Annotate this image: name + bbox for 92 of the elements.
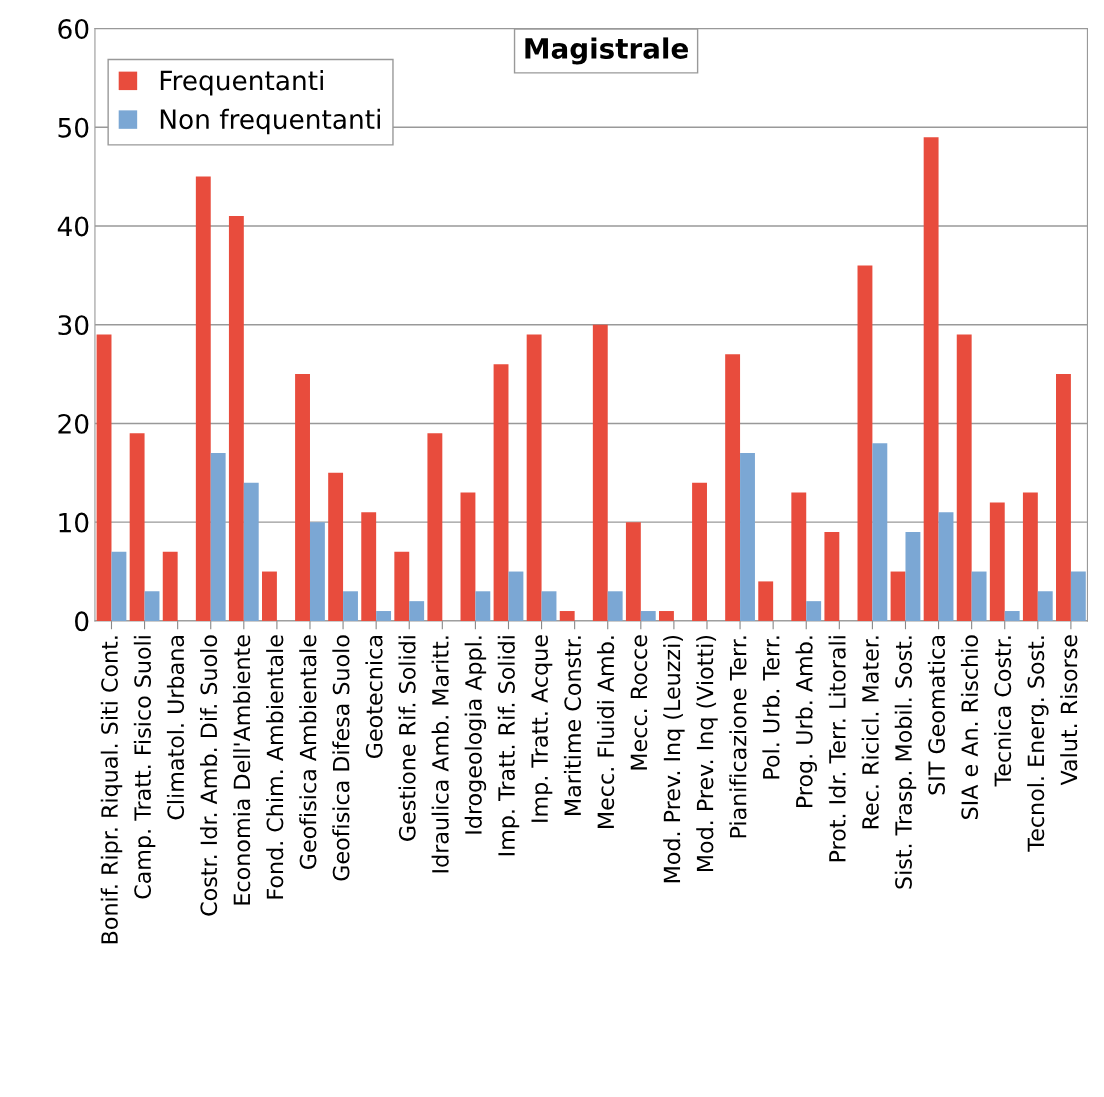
- x-tick-label: Idraulica Amb. Maritt.: [431, 636, 449, 873]
- bar: [228, 216, 244, 621]
- bar: [857, 265, 873, 621]
- bar: [607, 591, 623, 621]
- x-tick-label: Imp. Tratt. Acque: [531, 635, 553, 822]
- x-tick-label: Maritime Constr.: [563, 636, 582, 815]
- x-tick-label: Geotecnica: [365, 636, 383, 759]
- x-tick-label: Gestione Rif. Solidi: [398, 636, 416, 841]
- bar: [526, 334, 542, 621]
- bar: [144, 591, 160, 621]
- legend-label: Non frequentanti: [160, 108, 380, 135]
- bar: [890, 571, 906, 621]
- bar: [758, 581, 774, 621]
- y-tick-label: 10: [59, 512, 89, 533]
- x-tick-label: Prog. Urb. Amb.: [795, 636, 817, 808]
- x-tick-label: Tecnica Costr.: [993, 636, 1012, 787]
- x-tick-label: Fond. Chim. Ambientale: [266, 635, 284, 899]
- bar: [1004, 611, 1020, 621]
- bar: [343, 591, 358, 621]
- bar: [559, 611, 575, 621]
- x-tick-label: Tecnol. Energ. Sost.: [1027, 636, 1049, 852]
- bar: [1070, 571, 1086, 621]
- bar: [725, 354, 741, 621]
- y-tick-label: 30: [58, 315, 89, 336]
- bar: [460, 492, 476, 621]
- x-tick-label: Prot. Idr. Terr. Litorali: [828, 636, 846, 862]
- y-tick-label: 50: [58, 117, 89, 138]
- bar: [625, 522, 641, 621]
- y-tick-label: 20: [58, 413, 89, 434]
- x-tick-label: SIT Geomatica: [927, 636, 946, 795]
- bar: [938, 512, 954, 621]
- x-tick-label: Geofisica Ambientale: [299, 635, 317, 870]
- x-tick-label: Mecc. Rocce: [630, 635, 648, 770]
- bar: [195, 176, 211, 621]
- bar: [824, 532, 840, 621]
- x-tick-label: Imp. Tratt. Rif. Solidi: [497, 636, 520, 856]
- bar: [1022, 492, 1038, 621]
- bar: [956, 334, 972, 621]
- bar: [493, 364, 509, 621]
- x-tick-label: SIA e An. Rischio: [960, 635, 979, 819]
- x-tick-label: Climatol. Urbana: [166, 636, 185, 820]
- y-tick-label: 40: [57, 216, 89, 237]
- x-tick-label: Sist. Trasp. Mobil. Sost.: [894, 636, 917, 889]
- x-tick-label: Mecc. Fluidi Amb.: [596, 636, 615, 828]
- bar: [262, 571, 277, 621]
- bar: [394, 551, 410, 621]
- bar: [162, 551, 178, 621]
- bar: [659, 611, 674, 621]
- bar: [971, 571, 987, 621]
- bar: [806, 601, 822, 621]
- bar: [111, 551, 127, 621]
- x-tick-label: Pol. Urb. Terr.: [762, 636, 780, 779]
- bar: [905, 532, 921, 621]
- x-tick-label: Mod. Prev. Inq (Leuzzi): [663, 636, 685, 883]
- bar: [640, 611, 656, 621]
- bar: [791, 492, 807, 621]
- x-tick-label: Rec. Ricicl. Mater.: [861, 636, 879, 829]
- bar: [328, 472, 344, 621]
- bar: [872, 443, 888, 621]
- bar: [592, 324, 608, 621]
- bar: [210, 453, 226, 621]
- x-tick-label: Idrogeologia Appl.: [464, 636, 487, 834]
- x-tick-label: Geofisica Difesa Suolo: [332, 635, 350, 881]
- x-tick-label: Camp. Tratt. Fisico Suoli: [133, 636, 156, 899]
- chart-title: Magistrale: [525, 37, 688, 65]
- bar: [309, 522, 325, 621]
- x-tick-label: Valut. Risorse: [1060, 635, 1078, 786]
- bar: [243, 482, 259, 621]
- x-tick-label: Pianificazione Terr.: [729, 636, 747, 838]
- bar: [923, 137, 939, 621]
- bar: [1056, 374, 1071, 621]
- x-tick-label: Mod. Prev. Inq (Viotti): [696, 636, 718, 872]
- x-tick-label: Economia Dell'Ambiente: [233, 635, 251, 905]
- x-tick-label: Bonif. Ripr. Riqual. Siti Cont.: [100, 636, 123, 944]
- legend-label: Frequentanti: [160, 70, 323, 96]
- bar: [692, 482, 707, 621]
- bar: [361, 512, 377, 621]
- bar: [96, 334, 112, 621]
- bar: [541, 591, 557, 621]
- x-tick-label: Costr. Idr. Amb. Dif. Suolo: [199, 635, 218, 916]
- bar: [740, 453, 755, 621]
- bar: [508, 571, 524, 621]
- bar: [295, 374, 310, 621]
- bar: [129, 433, 145, 621]
- bar: [376, 611, 392, 621]
- bar: [475, 591, 491, 621]
- y-tick-label: 60: [58, 18, 89, 39]
- bar: [1037, 591, 1053, 621]
- y-tick-label: 0: [75, 611, 89, 632]
- bar: [427, 433, 443, 621]
- bar: [409, 601, 425, 621]
- bar: [989, 502, 1005, 621]
